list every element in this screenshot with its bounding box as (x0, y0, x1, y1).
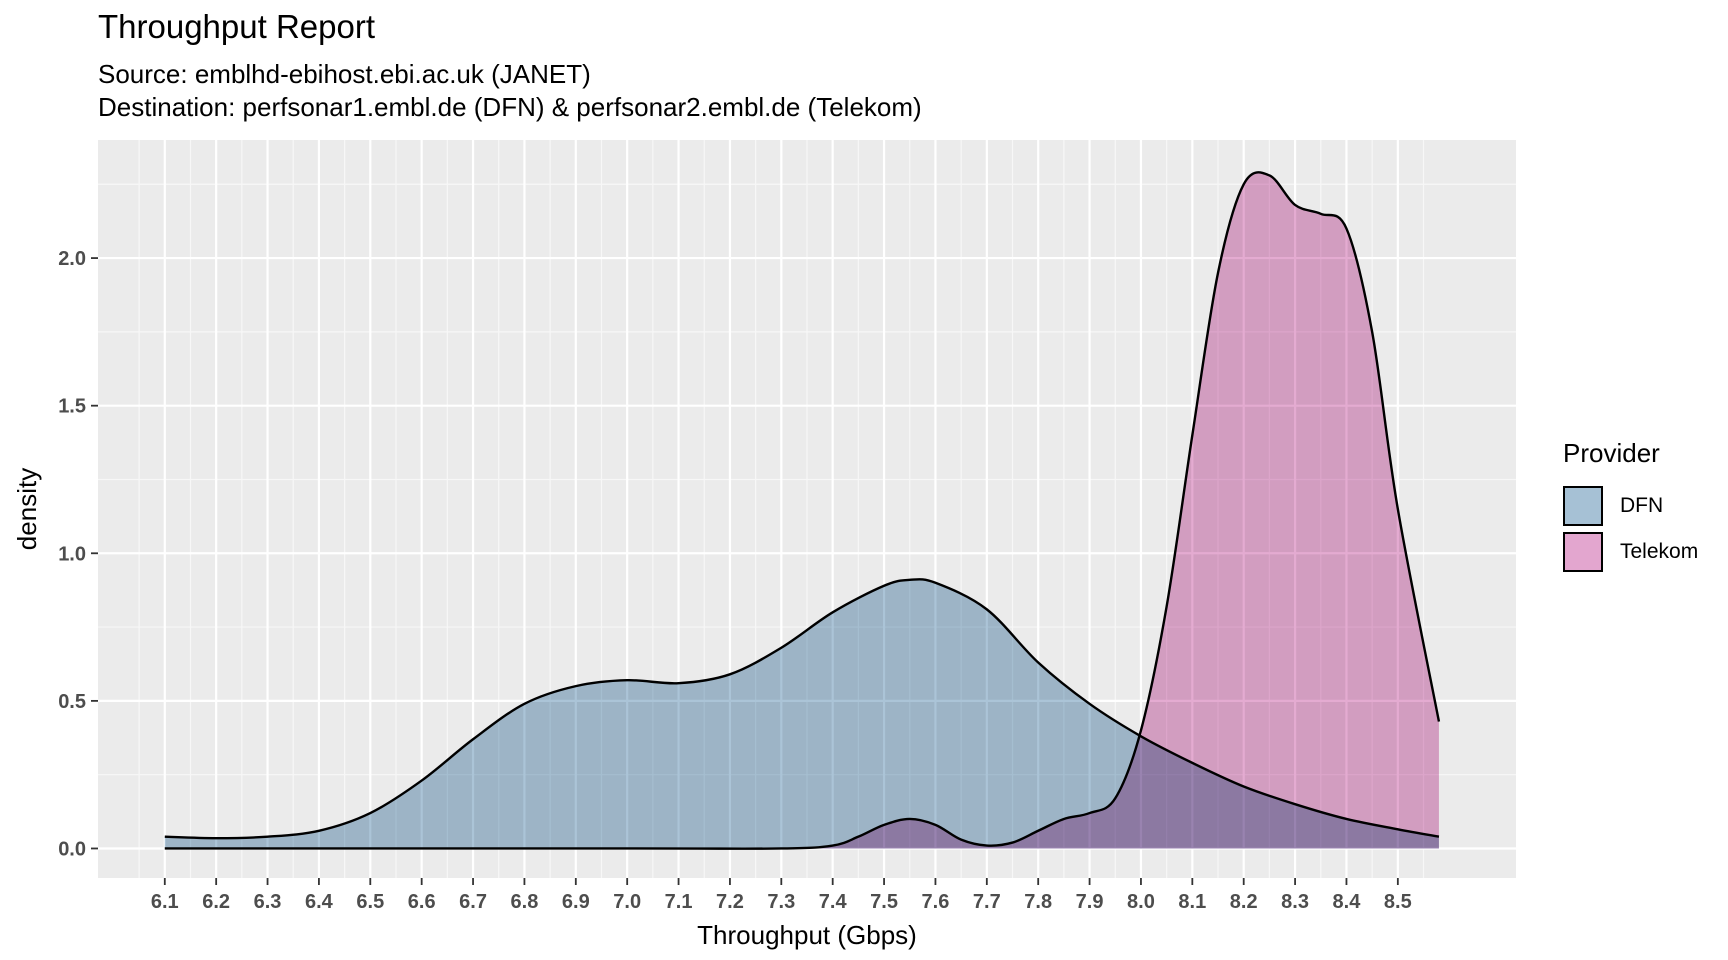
density-line-telekom (164, 171, 1441, 850)
x-tick-label: 6.4 (305, 891, 334, 913)
x-tick-label: 6.9 (562, 891, 590, 913)
y-tick-label: 2.0 (58, 248, 86, 270)
x-tick-label: 7.8 (1024, 891, 1052, 913)
x-tick-label: 6.5 (356, 891, 384, 913)
x-tick-label: 6.1 (151, 891, 179, 913)
legend-label-telekom: Telekom (1620, 540, 1699, 563)
y-tick-label: 1.5 (58, 396, 86, 418)
x-tick-label: 6.3 (254, 891, 282, 913)
x-axis-title: Throughput (Gbps) (697, 920, 917, 950)
legend: Provider DFN Telekom (1563, 438, 1698, 575)
density-line-dfn (164, 578, 1440, 840)
density-area-telekom (164, 172, 1439, 849)
legend-key-telekom (1563, 532, 1603, 572)
x-tick-label: 6.8 (511, 891, 539, 913)
legend-item-dfn: DFN (1563, 483, 1698, 529)
x-tick-label: 8.5 (1384, 891, 1412, 913)
x-tick-label: 8.2 (1230, 891, 1258, 913)
x-tick-label: 7.1 (665, 891, 693, 913)
y-tick-label: 1.0 (58, 543, 86, 565)
chart-title: Throughput Report (98, 8, 376, 45)
x-tick-label: 8.3 (1281, 891, 1309, 913)
x-tick-label: 6.6 (408, 891, 436, 913)
subtitle-destination: Destination: perfsonar1.embl.de (DFN) & … (98, 92, 922, 122)
x-tick-label: 7.7 (973, 891, 1001, 913)
y-axis-title: density (12, 468, 42, 550)
x-tick-label: 6.2 (202, 891, 230, 913)
density-area-dfn (164, 579, 1439, 849)
x-tick-label: 7.0 (613, 891, 641, 913)
legend-title: Provider (1563, 438, 1660, 468)
x-tick-label: 7.4 (819, 891, 848, 913)
y-tick-label: 0.5 (58, 691, 86, 713)
x-tick-label: 8.1 (1178, 891, 1206, 913)
x-tick-label: 8.4 (1333, 891, 1362, 913)
legend-key-dfn (1563, 486, 1603, 526)
x-tick-label: 7.9 (1076, 891, 1104, 913)
x-tick-label: 8.0 (1127, 891, 1155, 913)
legend-item-telekom: Telekom (1563, 529, 1698, 575)
legend-label-dfn: DFN (1620, 494, 1664, 517)
y-tick-label: 0.0 (58, 838, 86, 860)
x-tick-label: 7.3 (767, 891, 795, 913)
x-tick-label: 7.2 (716, 891, 744, 913)
chart-subtitle: Source: emblhd-ebihost.ebi.ac.uk (JANET)… (98, 58, 922, 124)
subtitle-source: Source: emblhd-ebihost.ebi.ac.uk (JANET) (98, 59, 591, 89)
x-tick-label: 6.7 (459, 891, 487, 913)
x-tick-label: 7.6 (922, 891, 950, 913)
x-tick-label: 7.5 (870, 891, 898, 913)
